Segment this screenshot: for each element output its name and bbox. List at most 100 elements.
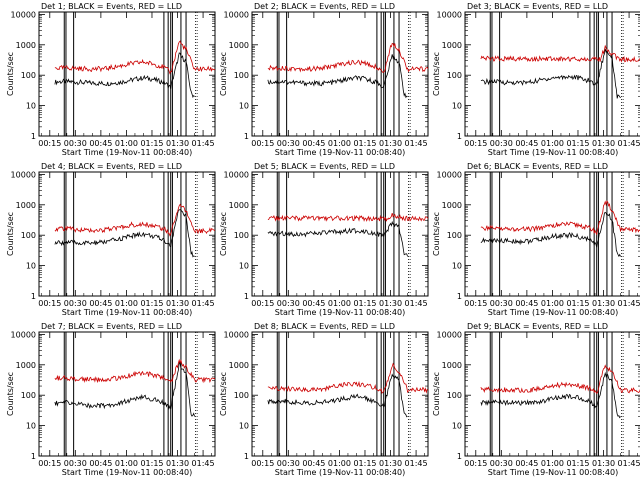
x-axis-label: Start Time (19-Nov-11 00:08:40)	[275, 308, 405, 317]
plot-frame	[464, 11, 640, 137]
plot-area	[480, 12, 640, 136]
series-events	[267, 373, 408, 418]
x-tick-label: 01:30	[592, 299, 615, 308]
x-axis-label: Start Time (19-Nov-11 00:08:40)	[488, 308, 618, 317]
x-tick-label: 01:30	[166, 139, 189, 148]
panel-det-5: 1 10 100 1000 10000 00:15 00:30 00:45 01:00 01:15…	[219, 162, 429, 317]
x-tick-label: 00:45	[302, 139, 325, 148]
chart-title: Det 5; BLACK = Events, RED = LLD	[254, 162, 395, 171]
y-tick-label: 1	[244, 292, 249, 301]
plot-frame	[38, 11, 216, 137]
y-tick-label: 10	[239, 102, 249, 111]
chart-title: Det 7; BLACK = Events, RED = LLD	[41, 322, 182, 331]
plot-frame	[251, 11, 429, 137]
y-tick-label: 1000	[16, 41, 36, 50]
series-lld	[267, 362, 428, 394]
x-tick-label: 00:45	[89, 139, 112, 148]
panel-det-6: 1 10 100 1000 10000 00:15 00:30 00:45 01:00 01:15…	[432, 162, 640, 317]
x-tick-label: 00:45	[89, 459, 112, 468]
x-tick-label: 00:15	[464, 139, 487, 148]
series-lld	[480, 200, 640, 236]
x-tick-label: 01:45	[405, 459, 428, 468]
chart-title: Det 1; BLACK = Events, RED = LLD	[41, 2, 182, 11]
plot-frame	[38, 331, 216, 457]
y-tick-label: 10000	[11, 170, 36, 179]
y-tick-label: 100	[234, 231, 249, 240]
x-tick-label: 01:00	[115, 459, 138, 468]
series-lld	[480, 364, 640, 395]
chart-title: Det 6; BLACK = Events, RED = LLD	[467, 162, 608, 171]
chart-title: Det 3; BLACK = Events, RED = LLD	[467, 2, 608, 11]
x-tick-label: 00:15	[251, 139, 274, 148]
y-axis-label: Counts/sec	[432, 52, 441, 96]
y-tick-label: 100	[21, 391, 36, 400]
y-tick-label: 1000	[442, 201, 462, 210]
x-tick-label: 01:15	[353, 139, 376, 148]
x-tick-label: 01:45	[618, 299, 640, 308]
y-tick-label: 10000	[437, 330, 462, 339]
series-lld	[267, 43, 428, 74]
x-tick-label: 01:45	[192, 299, 215, 308]
x-tick-label: 00:30	[490, 139, 513, 148]
plot-frame	[251, 171, 429, 297]
y-tick-label: 1	[457, 132, 462, 141]
x-tick-label: 00:15	[464, 299, 487, 308]
y-tick-label: 1	[244, 132, 249, 141]
x-tick-label: 00:45	[302, 459, 325, 468]
y-tick-label: 1000	[16, 201, 36, 210]
y-tick-label: 100	[234, 71, 249, 80]
x-tick-label: 01:30	[379, 459, 402, 468]
x-tick-label: 01:30	[379, 299, 402, 308]
panel-det-9: 1 10 100 1000 10000 00:15 00:30 00:45 01:00 01:15…	[432, 322, 640, 477]
x-tick-label: 01:30	[592, 139, 615, 148]
y-axis-label: Counts/sec	[219, 212, 228, 256]
x-tick-label: 01:45	[405, 299, 428, 308]
y-tick-label: 10000	[224, 170, 249, 179]
panel-det-7: 1 10 100 1000 10000 00:15 00:30 00:45 01:00 01:15…	[6, 322, 216, 477]
y-tick-label: 10000	[224, 330, 249, 339]
x-tick-label: 01:00	[115, 139, 138, 148]
x-tick-label: 01:45	[618, 139, 640, 148]
y-tick-label: 1000	[229, 361, 249, 370]
x-axis-label: Start Time (19-Nov-11 00:08:40)	[62, 308, 192, 317]
plot-frame	[251, 331, 429, 457]
chart-title: Det 2; BLACK = Events, RED = LLD	[254, 2, 395, 11]
series-lld	[267, 213, 428, 222]
x-tick-label: 01:45	[192, 459, 215, 468]
x-tick-label: 00:30	[277, 299, 300, 308]
x-tick-label: 01:00	[115, 299, 138, 308]
y-axis-label: Counts/sec	[6, 372, 15, 416]
plot-area	[267, 332, 428, 456]
panel-det-2: 1 10 100 1000 10000 00:15 00:30 00:45 01:00 01:15…	[219, 2, 429, 157]
x-tick-label: 01:00	[328, 459, 351, 468]
y-tick-label: 1000	[229, 41, 249, 50]
series-events	[54, 52, 195, 99]
x-tick-label: 01:15	[566, 459, 589, 468]
panel-det-1: 1 10 100 1000 10000 00:15 00:30 00:45 01:00 01:15…	[6, 2, 216, 157]
x-tick-label: 00:30	[64, 459, 87, 468]
panel-det-8: 1 10 100 1000 10000 00:15 00:30 00:45 01:00 01:15…	[219, 322, 429, 477]
x-tick-label: 01:30	[592, 459, 615, 468]
y-axis-label: Counts/sec	[6, 212, 15, 256]
chart-title: Det 8; BLACK = Events, RED = LLD	[254, 322, 395, 331]
y-tick-label: 10	[452, 102, 462, 111]
x-tick-label: 01:15	[140, 139, 163, 148]
x-axis-label: Start Time (19-Nov-11 00:08:40)	[275, 148, 405, 157]
plot-area	[54, 332, 215, 456]
plot-area	[267, 12, 428, 136]
series-lld	[480, 44, 640, 63]
panel-det-3: 1 10 100 1000 10000 00:15 00:30 00:45 01:00 01:15…	[432, 2, 640, 157]
x-tick-label: 01:15	[140, 299, 163, 308]
plot-frame	[464, 331, 640, 457]
x-axis-label: Start Time (19-Nov-11 00:08:40)	[488, 148, 618, 157]
series-lld	[54, 40, 215, 75]
y-tick-label: 10000	[437, 170, 462, 179]
series-events	[267, 220, 408, 257]
x-tick-label: 00:30	[64, 139, 87, 148]
y-tick-label: 10	[26, 262, 36, 271]
panel-det-4: 1 10 100 1000 10000 00:15 00:30 00:45 01:00 01:15…	[6, 162, 216, 317]
x-tick-label: 01:15	[566, 139, 589, 148]
x-tick-label: 01:15	[140, 459, 163, 468]
x-tick-label: 00:45	[515, 299, 538, 308]
